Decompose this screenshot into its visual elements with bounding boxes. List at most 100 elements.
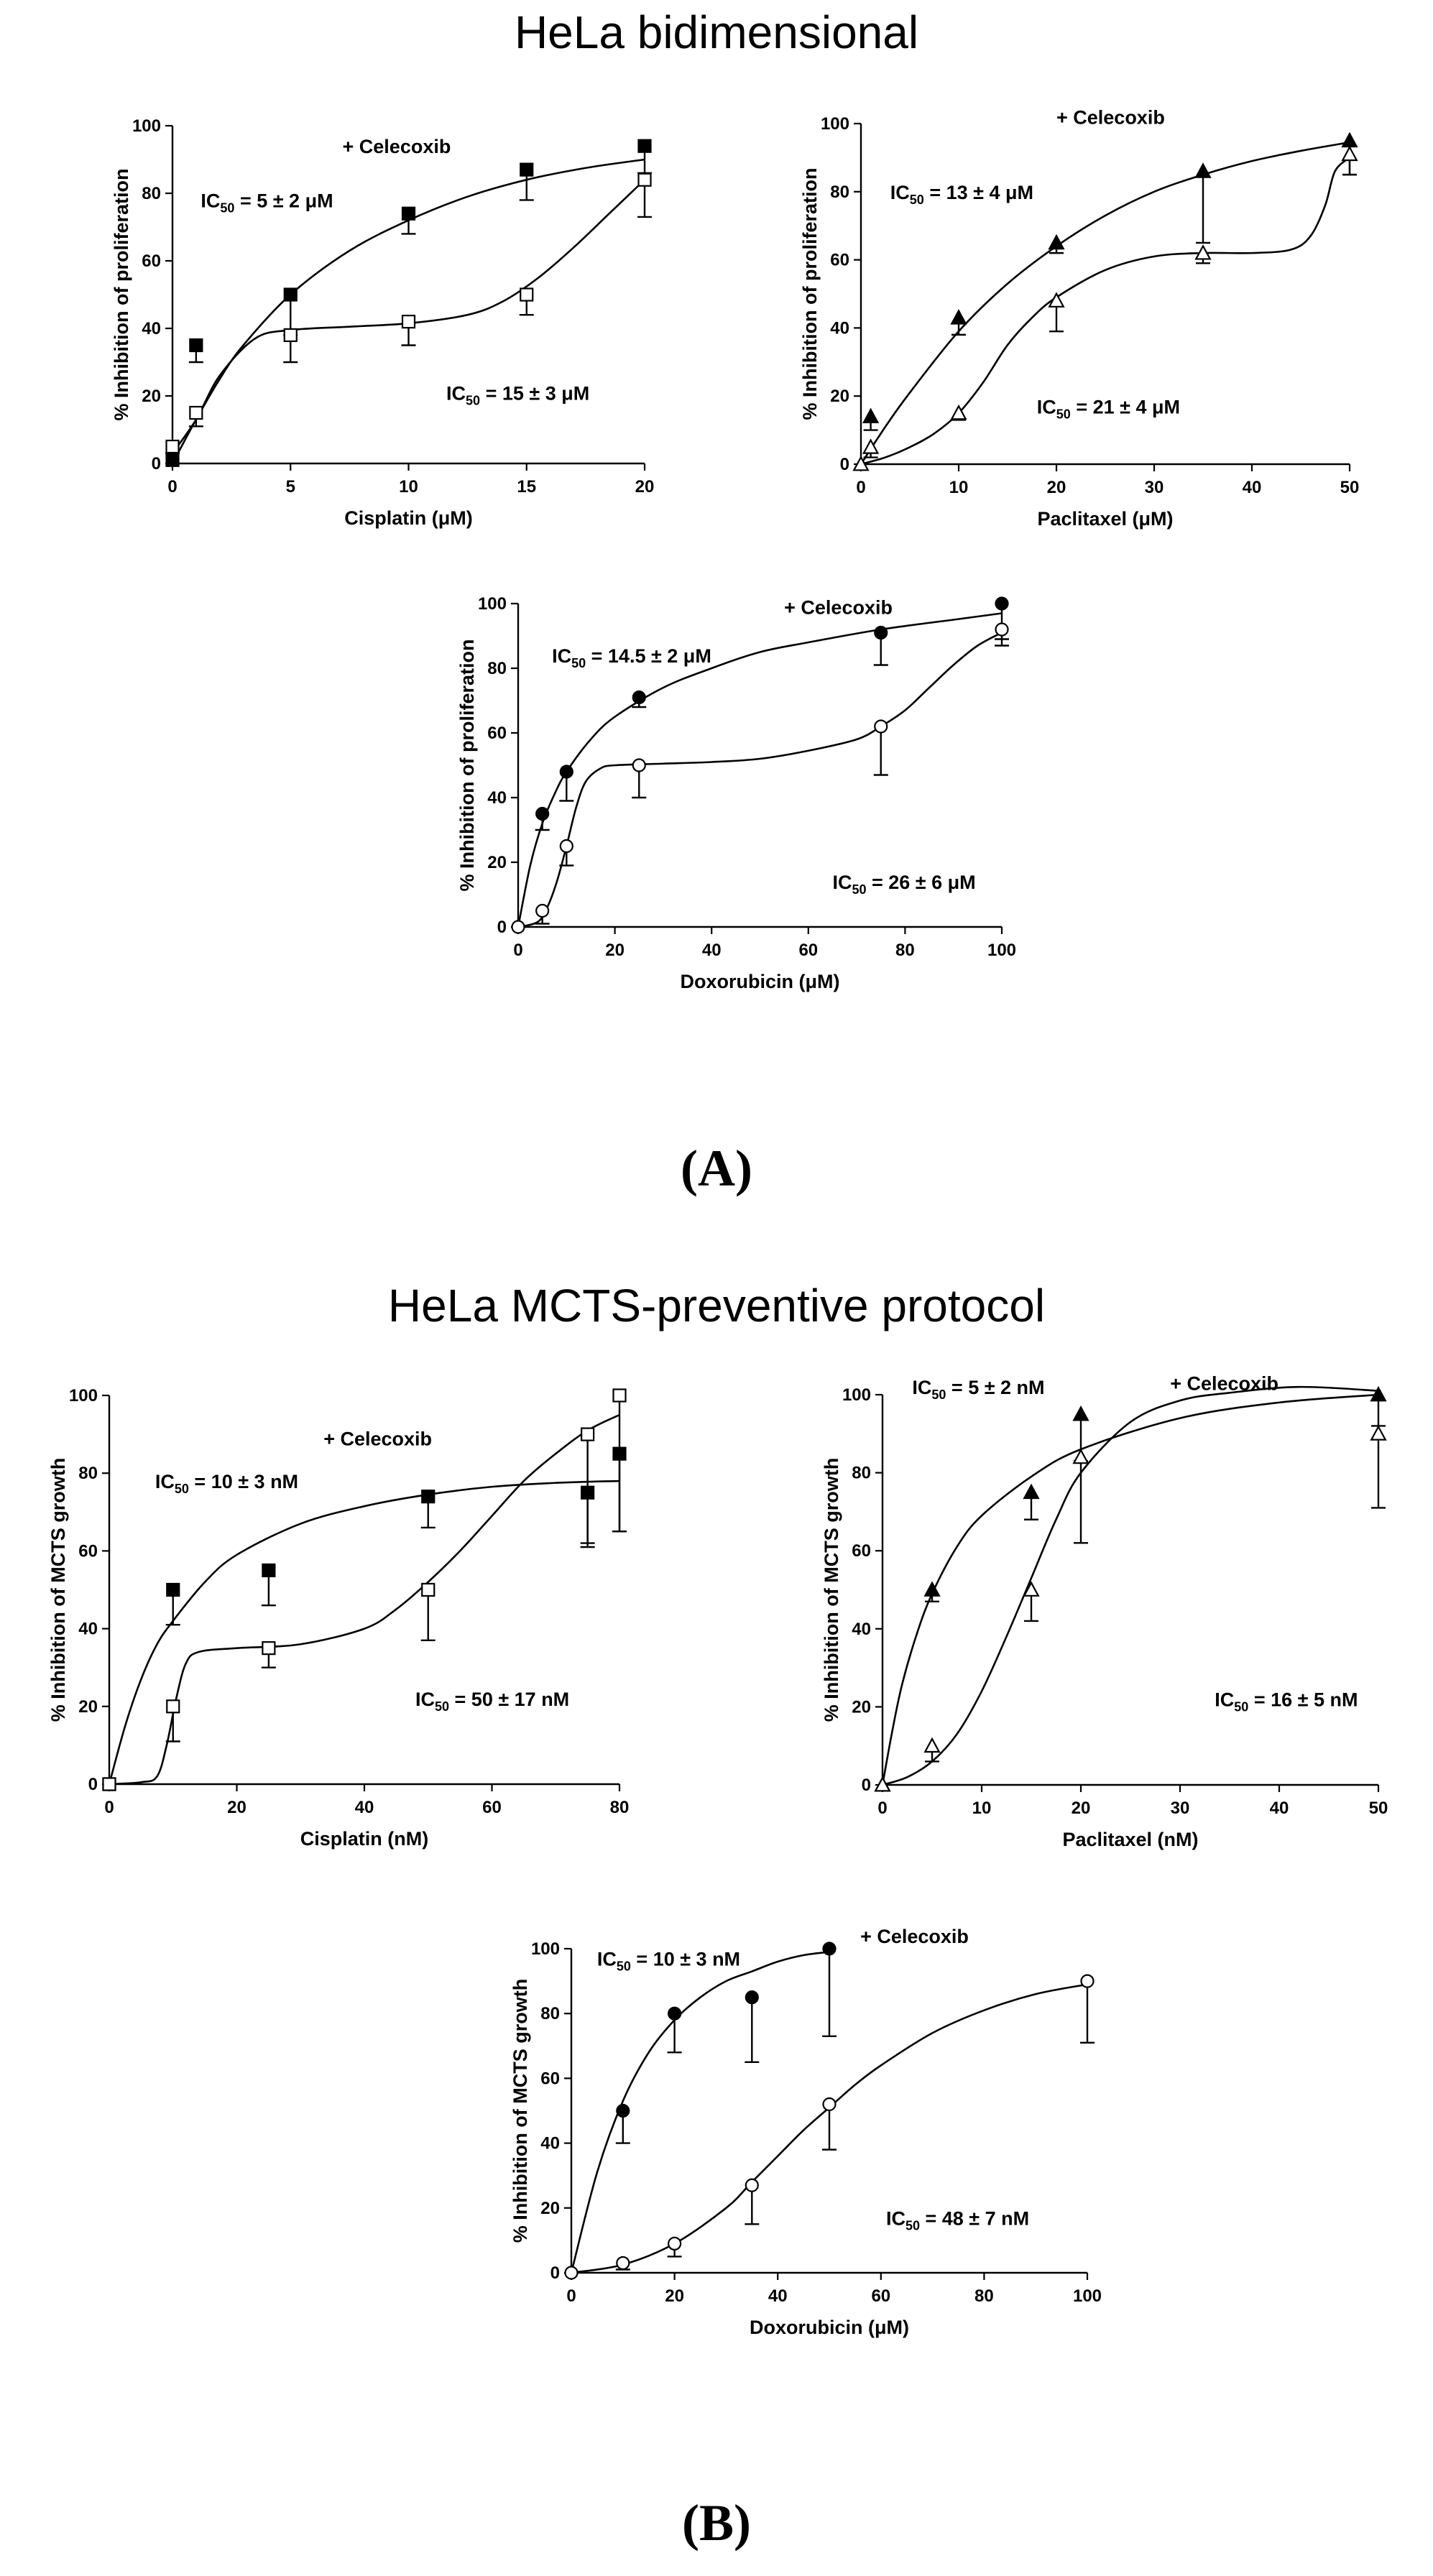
y-axis-label: % Inhibition of MCTS growth [47, 1458, 69, 1722]
y-axis-label: % Inhibition of proliferation [456, 640, 478, 892]
panel-label-b: (B) [682, 2494, 751, 2552]
data-point-filled [401, 206, 416, 221]
fit-curve-filled [108, 1479, 620, 1785]
y-tick-label: 100 [821, 114, 849, 134]
x-tick-label: 30 [1171, 1799, 1190, 1818]
data-point-filled [822, 1942, 837, 1956]
data-point-filled [535, 806, 550, 821]
data-point-open [581, 1427, 595, 1441]
data-point-filled [950, 309, 967, 325]
data-point-open [401, 315, 416, 329]
data-point-open [632, 758, 646, 772]
data-point-filled [1048, 234, 1065, 250]
data-point-open [1370, 1425, 1387, 1441]
y-tick-label: 40 [852, 1620, 871, 1639]
y-tick-label: 60 [142, 251, 161, 271]
y-tick-label: 60 [78, 1541, 98, 1561]
data-point-filled [1023, 1483, 1040, 1500]
x-tick-label: 20 [227, 1798, 246, 1817]
fit-curve-filled [171, 158, 645, 464]
x-tick-label: 20 [605, 941, 625, 960]
x-tick-label: 80 [610, 1798, 630, 1817]
celecoxib-annotation: + Celecoxib [784, 597, 893, 619]
data-point-open [262, 1641, 276, 1656]
data-point-open [1072, 1448, 1089, 1464]
x-tick-label: 50 [1369, 1799, 1388, 1818]
celecoxib-annotation: + Celecoxib [343, 136, 451, 157]
data-point-open [874, 1776, 891, 1792]
x-tick-label: 5 [286, 477, 295, 497]
ic50-label-filled: IC50 = 5 ± 2 μM [201, 190, 333, 215]
data-point-filled [862, 407, 880, 424]
data-point-open [283, 328, 298, 342]
data-point-filled [1370, 1385, 1387, 1402]
data-point-open [1341, 145, 1358, 162]
data-point-open [616, 2256, 630, 2271]
x-tick-label: 10 [972, 1799, 992, 1818]
x-tick-label: 0 [877, 1799, 887, 1818]
x-tick-label: 40 [1243, 478, 1262, 497]
y-tick-label: 40 [540, 2134, 560, 2153]
y-tick-label: 100 [478, 594, 507, 614]
ic50-label-filled: IC50 = 10 ± 3 nM [155, 1471, 298, 1496]
y-axis-label: % Inhibition of MCTS growth [821, 1458, 842, 1722]
x-axis-label: Doxorubicin (μM) [681, 971, 840, 992]
data-point-filled [632, 690, 646, 705]
x-tick-label: 0 [104, 1798, 114, 1817]
fit-curve-open [882, 1385, 1379, 1786]
y-axis-label: % Inhibition of proliferation [799, 168, 821, 420]
data-point-open [995, 622, 1009, 637]
data-point-open [822, 2097, 837, 2112]
x-tick-label: 80 [895, 941, 915, 960]
data-point-open [862, 438, 880, 454]
y-tick-label: 20 [852, 1697, 871, 1717]
data-point-open [745, 2178, 759, 2192]
y-tick-label: 80 [78, 1464, 98, 1483]
x-tick-label: 20 [665, 2286, 684, 2306]
y-tick-label: 0 [862, 1776, 871, 1795]
ic50-label-open: IC50 = 16 ± 5 nM [1215, 1689, 1358, 1714]
x-tick-label: 10 [949, 478, 969, 497]
x-tick-label: 100 [987, 941, 1016, 960]
celecoxib-annotation: + Celecoxib [1056, 107, 1165, 129]
x-axis-label: Doxorubicin (μM) [750, 2317, 909, 2338]
y-tick-label: 40 [830, 318, 849, 338]
data-point-open [535, 903, 550, 918]
y-tick-label: 100 [132, 116, 161, 136]
x-tick-label: 40 [768, 2286, 788, 2306]
data-point-open [102, 1777, 116, 1791]
data-point-open [950, 404, 967, 420]
x-tick-label: 40 [355, 1798, 374, 1817]
ic50-label-open: IC50 = 50 ± 17 nM [415, 1689, 569, 1714]
x-tick-label: 0 [856, 478, 865, 497]
data-point-open [612, 1388, 627, 1403]
y-tick-label: 20 [830, 387, 849, 406]
y-tick-label: 80 [830, 183, 849, 202]
y-tick-label: 60 [830, 251, 849, 270]
y-tick-label: 20 [487, 853, 507, 872]
x-tick-label: 0 [167, 477, 177, 497]
x-tick-label: 100 [1073, 2286, 1102, 2306]
y-tick-label: 100 [531, 1939, 560, 1959]
y-tick-label: 20 [142, 387, 161, 406]
y-tick-label: 0 [152, 454, 161, 474]
y-tick-label: 100 [69, 1386, 98, 1405]
data-point-open [189, 405, 203, 420]
data-point-filled [637, 139, 652, 153]
section-b-title: HeLa MCTS-preventive protocol [387, 1280, 1046, 1331]
x-tick-label: 60 [798, 941, 818, 960]
y-tick-label: 80 [540, 2004, 560, 2023]
x-tick-label: 40 [1270, 1799, 1289, 1818]
data-point-open [564, 2266, 579, 2280]
y-axis-label: % Inhibition of proliferation [111, 169, 132, 421]
data-point-open [1194, 244, 1212, 260]
y-tick-label: 60 [852, 1541, 871, 1561]
x-tick-label: 80 [974, 2286, 994, 2306]
section-a-title: HeLa bidimensional [514, 6, 919, 58]
y-tick-label: 60 [487, 724, 507, 743]
data-point-filled [923, 1581, 941, 1597]
data-point-open [874, 719, 888, 734]
fit-curve-open [109, 1413, 620, 1786]
